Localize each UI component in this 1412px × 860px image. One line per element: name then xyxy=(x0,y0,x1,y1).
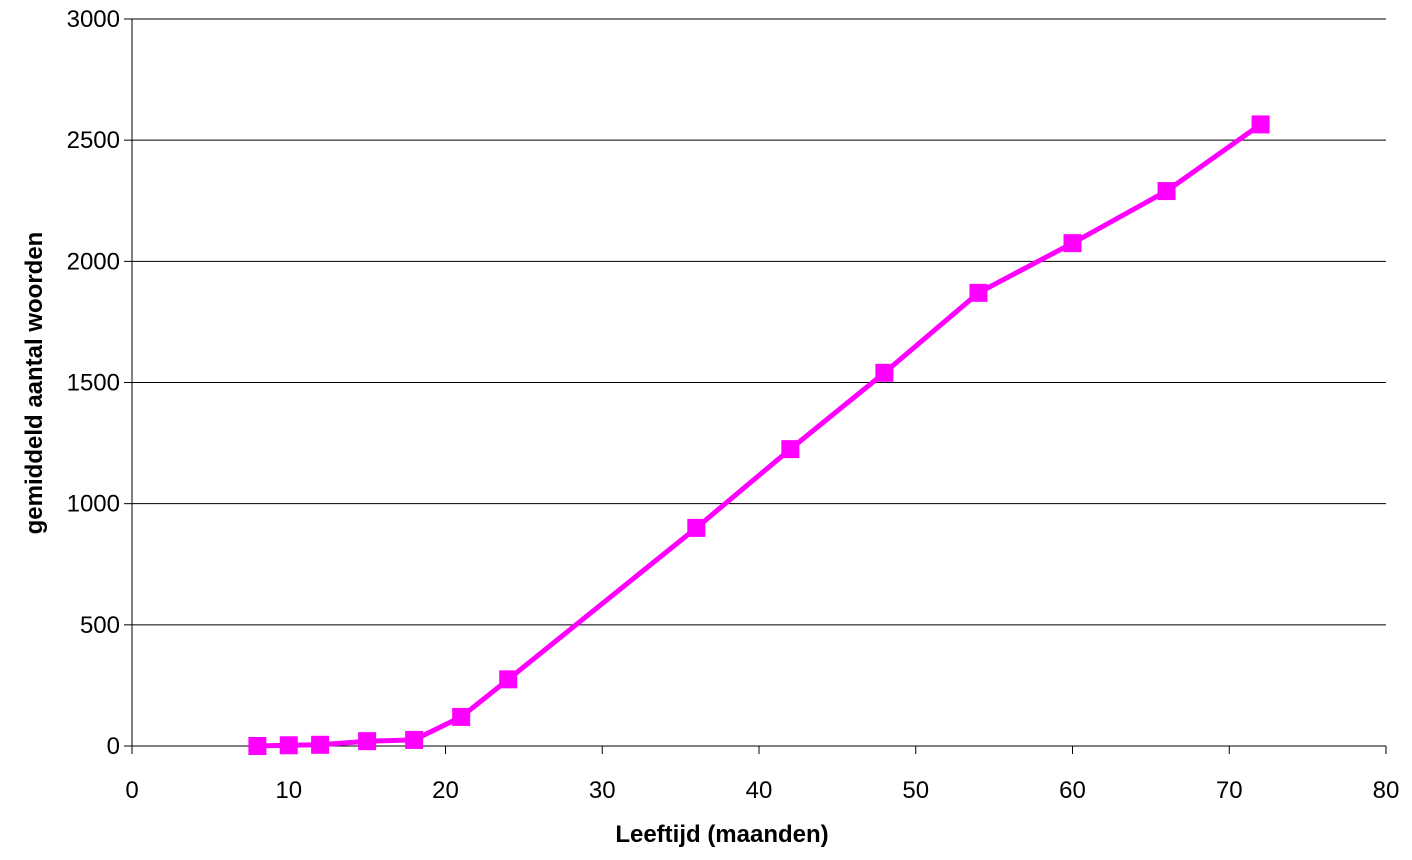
data-point-marker xyxy=(781,440,800,459)
x-tick-label: 80 xyxy=(1373,777,1400,804)
y-tick-label: 2000 xyxy=(67,248,120,275)
y-tick-label: 1500 xyxy=(67,370,120,397)
x-tick-label: 40 xyxy=(746,777,773,804)
data-point-marker xyxy=(405,730,424,749)
data-point-marker xyxy=(279,736,298,755)
y-tick-label: 0 xyxy=(107,733,120,760)
gridlines xyxy=(132,18,1386,626)
x-tick-label: 10 xyxy=(275,777,302,804)
y-tick-label: 500 xyxy=(80,612,120,639)
data-point-marker xyxy=(1251,115,1270,134)
data-point-marker xyxy=(311,735,330,754)
series xyxy=(248,115,1270,755)
data-point-marker xyxy=(358,732,377,751)
y-tick-label: 3000 xyxy=(67,6,120,33)
x-tick-label: 50 xyxy=(902,777,929,804)
data-point-marker xyxy=(499,670,518,689)
data-point-marker xyxy=(969,283,988,302)
data-point-marker xyxy=(1157,182,1176,201)
x-tick-label: 0 xyxy=(125,777,138,804)
axes xyxy=(124,18,1387,754)
y-tick-label: 2500 xyxy=(67,127,120,154)
y-tick-label: 1000 xyxy=(67,491,120,518)
x-axis-title: Leeftijd (maanden) xyxy=(615,821,828,848)
data-point-marker xyxy=(875,363,894,382)
series-line xyxy=(257,122,1263,749)
x-tick-label: 70 xyxy=(1216,777,1243,804)
data-point-marker xyxy=(1063,234,1082,253)
x-tick-label: 60 xyxy=(1059,777,1086,804)
tick-labels: 0 500 1000 1500 2000 2500 3000 0 10 20 30 40 50 60 70 8… xyxy=(67,6,1400,804)
x-tick-label: 20 xyxy=(432,777,459,804)
y-axis-title: gemiddeld aantal woorden xyxy=(21,232,48,535)
x-tick-label: 30 xyxy=(589,777,616,804)
data-point-marker xyxy=(687,518,706,537)
data-point-marker xyxy=(452,707,471,726)
data-point-marker xyxy=(248,737,267,755)
